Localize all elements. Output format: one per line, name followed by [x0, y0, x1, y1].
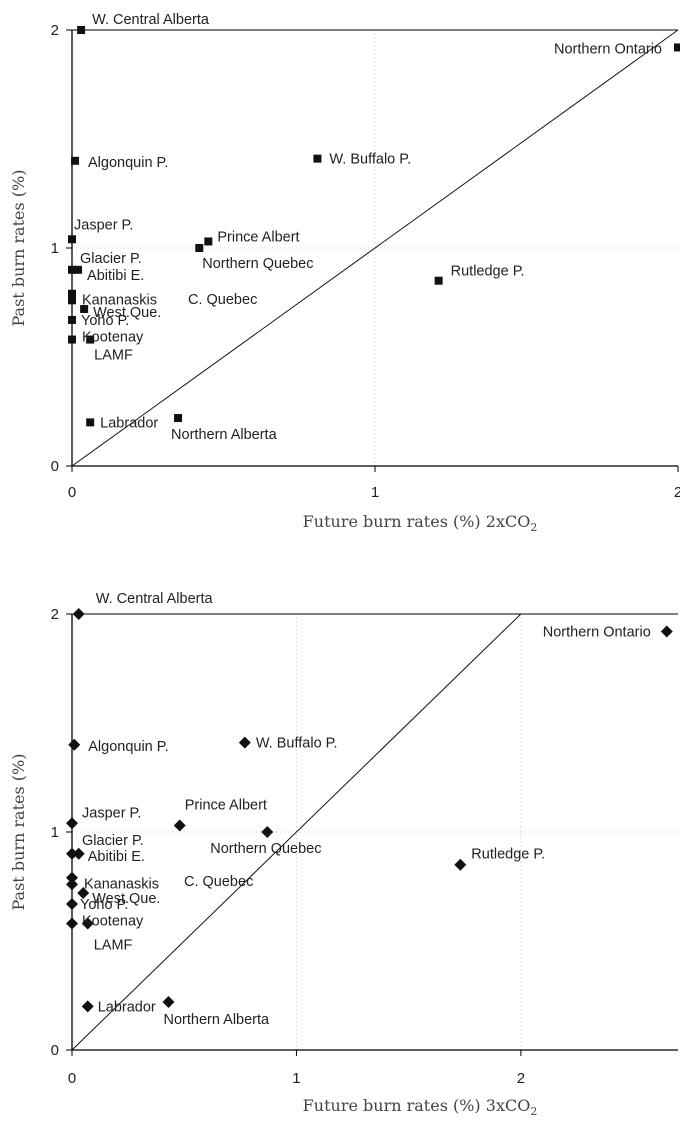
x-tick-label: 1 [292, 1070, 300, 1087]
y-tick-label: 2 [51, 22, 59, 39]
point-marker-jasper-p [66, 817, 78, 830]
point-label-w-central-alberta: W. Central Alberta [92, 12, 210, 28]
point-label-prince-albert: Prince Albert [185, 797, 267, 813]
point-marker-rutledge-p [434, 276, 443, 285]
x-tick-label: 2 [517, 1070, 525, 1087]
point-marker-kootenay [68, 335, 76, 344]
point-label-kootenay: Kootenay [82, 914, 144, 930]
point-marker-c-quebec [66, 871, 78, 884]
point-label-labrador: Labrador [98, 999, 156, 1015]
point-label-rutledge-p: Rutledge P. [451, 264, 525, 280]
point-marker-abitibi-e [72, 847, 85, 860]
point-marker-kootenay [66, 917, 78, 930]
point-label-yoho-p: Yoho P. [80, 897, 128, 913]
point-label-labrador: Labrador [100, 415, 158, 431]
point-label-prince-albert: Prince Albert [217, 229, 299, 245]
point-marker-w-buffalo-p [238, 736, 251, 749]
x-axis-title-subscript: 2 [530, 1105, 537, 1116]
point-label-c-quebec: C. Quebec [188, 292, 257, 308]
grid [72, 30, 678, 466]
point-marker-northern-alberta [162, 996, 175, 1009]
point-marker-northern-ontario [660, 625, 673, 638]
chart-bottom: 0 1 2 0 1 2 W. Central Alberta Northern Ontario… [9, 591, 678, 1118]
point-label-jasper-p: Jasper P. [74, 217, 133, 233]
y-tick-label: 1 [51, 824, 59, 841]
point-label-kananaskis: Kananaskis [84, 876, 159, 892]
point-marker-w-central-alberta [77, 26, 86, 34]
x-axis-title-subscript: 2 [530, 521, 537, 534]
reference-line-y-equals-x [71, 29, 679, 467]
point-marker-glacier-p [66, 847, 78, 860]
point-label-northern-ontario: Northern Ontario [543, 624, 651, 640]
point-marker-west-que [80, 305, 89, 314]
point-label-kananaskis: Kananaskis [82, 292, 157, 308]
point-marker-labrador [81, 1000, 94, 1013]
point-label-w-central-alberta: W. Central Alberta [96, 591, 214, 607]
point-marker-lamf [86, 335, 95, 344]
point-label-abitibi-e: Abitibi E. [88, 849, 145, 865]
point-label-northern-quebec: Northern Quebec [210, 841, 321, 857]
x-tick-label: 0 [68, 1070, 76, 1087]
point-label-algonquin-p: Algonquin P. [88, 739, 168, 755]
point-marker-w-central-alberta [72, 608, 85, 620]
point-label-algonquin-p: Algonquin P. [88, 155, 168, 171]
point-marker-w-buffalo-p [313, 154, 322, 163]
point-label-kootenay: Kootenay [82, 330, 144, 346]
x-tick-label: 2 [674, 484, 680, 501]
point-label-northern-alberta: Northern Alberta [164, 1012, 271, 1028]
point-label-lamf: LAMF [94, 938, 133, 954]
point-label-w-buffalo-p: W. Buffalo P. [329, 152, 411, 168]
y-tick-label: 1 [51, 240, 59, 257]
point-label-glacier-p: Glacier P. [80, 251, 142, 267]
point-label-c-quebec: C. Quebec [184, 874, 253, 890]
point-label-northern-ontario: Northern Ontario [554, 41, 662, 57]
y-axis-title: Past burn rates (%) [9, 754, 28, 911]
point-marker-labrador [86, 418, 95, 427]
x-axis-title: Future burn rates (%) 3xCO2 [303, 1096, 538, 1116]
point-label-lamf: LAMF [94, 348, 133, 364]
x-tick-label: 1 [371, 484, 379, 501]
y-tick-label: 0 [51, 1042, 59, 1059]
point-label-west-que: West.Que. [93, 305, 161, 321]
point-marker-algonquin-p [68, 738, 81, 751]
point-marker-northern-quebec [195, 244, 204, 252]
point-label-glacier-p: Glacier P. [82, 833, 144, 849]
point-label-yoho-p: Yoho P. [81, 313, 129, 329]
x-axis-title: Future burn rates (%) 2xCO2 [303, 512, 538, 534]
point-marker-kananaskis [66, 878, 78, 891]
point-marker-abitibi-e [74, 265, 83, 274]
point-label-northern-quebec: Northern Quebec [202, 256, 313, 272]
point-marker-algonquin-p [71, 156, 80, 165]
point-marker-northern-quebec [261, 826, 274, 838]
point-marker-rutledge-p [454, 858, 467, 871]
point-label-w-buffalo-p: W. Buffalo P. [256, 736, 338, 752]
grid [72, 614, 678, 1050]
point-marker-northern-ontario [674, 43, 680, 52]
point-marker-yoho-p [68, 315, 76, 324]
point-marker-prince-albert [204, 237, 213, 246]
y-tick-label: 0 [51, 458, 59, 475]
y-tick-label: 2 [51, 606, 59, 623]
point-label-jasper-p: Jasper P. [82, 805, 141, 821]
point-marker-lamf [81, 917, 94, 930]
point-marker-prince-albert [173, 819, 186, 832]
point-marker-kananaskis [68, 296, 76, 305]
point-label-abitibi-e: Abitibi E. [87, 268, 144, 284]
reference-line-y-equals-x [71, 613, 522, 1051]
chart-top: 0 1 2 0 1 2 W. Central Alberta Northern Ontario… [9, 12, 680, 534]
point-label-west-que: West.Que. [92, 891, 160, 907]
y-axis-title: Past burn rates (%) [9, 170, 28, 327]
point-marker-yoho-p [66, 897, 78, 910]
point-marker-northern-alberta [174, 414, 183, 423]
x-tick-label: 0 [68, 484, 76, 501]
point-label-rutledge-p: Rutledge P. [471, 847, 545, 863]
point-marker-glacier-p [68, 265, 76, 274]
point-marker-jasper-p [68, 235, 76, 244]
point-label-northern-alberta: Northern Alberta [171, 427, 278, 443]
point-marker-c-quebec [68, 289, 76, 298]
point-marker-west-que [77, 887, 90, 900]
